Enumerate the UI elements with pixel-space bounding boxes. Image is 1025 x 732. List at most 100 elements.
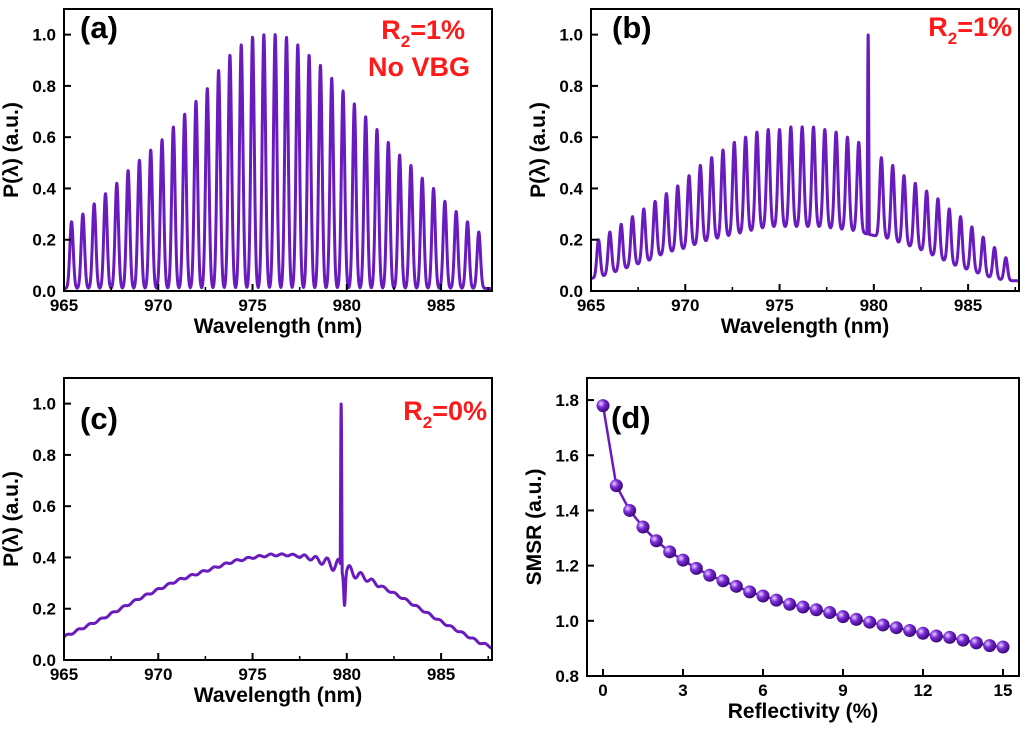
x-tick-label: 975 xyxy=(238,296,266,315)
y-tick-label: 0.0 xyxy=(32,651,56,670)
data-point xyxy=(956,633,970,647)
x-axis-title: Wavelength (nm) xyxy=(194,684,362,707)
data-point xyxy=(996,640,1010,654)
y-tick-label: 0.8 xyxy=(32,446,56,465)
data-point xyxy=(649,534,663,548)
y-tick-label: 1.0 xyxy=(32,26,56,45)
y-tick-label: 0.4 xyxy=(559,179,583,198)
data-point xyxy=(836,610,850,624)
plot-frame-c xyxy=(63,377,493,661)
x-tick-label: 9 xyxy=(838,681,847,700)
data-point xyxy=(876,618,890,632)
x-tick-label: 15 xyxy=(994,681,1013,700)
data-point xyxy=(703,568,717,582)
y-tick-label: 0.8 xyxy=(559,77,583,96)
y-tick-label: 1.0 xyxy=(555,612,579,631)
panel-b: 965 970 975 980 985 0.0 0.2 0.4 0.6 0.8 1.0 Wavelen… xyxy=(527,8,1020,338)
plot-area-b xyxy=(591,33,1019,283)
y-axis-title: P(λ) (a.u.) xyxy=(0,102,23,198)
x-tick-label: 985 xyxy=(427,665,455,684)
panel-label-a: (a) xyxy=(80,10,118,45)
data-point xyxy=(929,629,943,643)
x-axis-title: Wavelength (nm) xyxy=(721,315,889,338)
plot-frame-a xyxy=(63,8,493,292)
y-tick-label: 0.6 xyxy=(32,497,56,516)
y-tick-label: 1.8 xyxy=(555,391,579,410)
x-tick-label: 985 xyxy=(427,296,455,315)
x-tick-label: 12 xyxy=(914,681,933,700)
annotation-a: R2=1% xyxy=(381,15,465,51)
plot-area-a xyxy=(64,33,492,290)
plot-frame-d xyxy=(586,377,1020,677)
y-tick-label: 0.2 xyxy=(32,231,56,250)
data-point xyxy=(889,621,903,635)
data-point xyxy=(863,615,877,629)
x-tick-label: 0 xyxy=(598,681,607,700)
x-tick-label: 985 xyxy=(954,296,982,315)
data-point xyxy=(823,606,837,620)
data-point xyxy=(756,589,770,603)
x-tick-label: 970 xyxy=(144,665,172,684)
y-tick-label: 0.8 xyxy=(555,667,579,686)
y-tick-label: 1.6 xyxy=(555,446,579,465)
x-tick-label: 970 xyxy=(144,296,172,315)
plot-frame-b xyxy=(590,8,1020,292)
annotation-c: R2=0% xyxy=(403,396,487,432)
y-tick-label: 0.8 xyxy=(32,77,56,96)
data-point xyxy=(729,579,743,593)
y-tick-label: 0.2 xyxy=(32,600,56,619)
x-tick-label: 6 xyxy=(758,681,767,700)
x-tick-label: 980 xyxy=(860,296,888,315)
x-tick-label: 970 xyxy=(671,296,699,315)
data-point xyxy=(716,574,730,588)
data-point xyxy=(663,545,677,559)
y-tick-label: 0.2 xyxy=(559,231,583,250)
x-axis-title: Wavelength (nm) xyxy=(194,315,362,338)
y-tick-label: 0.4 xyxy=(32,548,56,567)
data-point xyxy=(609,479,623,493)
data-point xyxy=(636,520,650,534)
y-tick-label: 1.4 xyxy=(555,501,579,520)
series-line-c xyxy=(64,402,492,650)
data-point xyxy=(596,399,610,413)
data-point xyxy=(676,553,690,567)
series-line-b xyxy=(591,33,1019,283)
panel-d: 0 3 6 9 12 15 0.8 1.0 1.2 1.4 1.6 1.8 Reflectivity (… xyxy=(523,377,1020,723)
data-point xyxy=(743,585,757,599)
panel-label-d: (d) xyxy=(611,400,651,435)
data-point xyxy=(809,603,823,617)
data-point xyxy=(769,593,783,607)
x-tick-label: 980 xyxy=(333,296,361,315)
x-tick-label: 965 xyxy=(50,296,78,315)
annotation-b: R2=1% xyxy=(928,12,1012,48)
panel-label-c: (c) xyxy=(80,401,118,436)
x-tick-label: 980 xyxy=(333,665,361,684)
data-point xyxy=(969,636,983,650)
x-tick-label: 975 xyxy=(765,296,793,315)
annotation-a: No VBG xyxy=(368,52,470,82)
x-tick-label: 975 xyxy=(238,665,266,684)
panel-label-b: (b) xyxy=(612,10,652,45)
data-point xyxy=(943,630,957,644)
x-axis-title: Reflectivity (%) xyxy=(728,700,879,723)
plot-area-d xyxy=(596,399,1010,654)
y-axis-title: SMSR (a.u.) xyxy=(523,469,546,586)
y-tick-label: 0.6 xyxy=(32,128,56,147)
y-tick-label: 1.0 xyxy=(32,395,56,414)
panel-a: 965 970 975 980 985 0.0 0.2 0.4 0.6 0.8 1.0 Wavelen… xyxy=(0,8,493,338)
x-tick-label: 965 xyxy=(577,296,605,315)
plot-area-c xyxy=(64,402,492,650)
y-axis-title: P(λ) (a.u.) xyxy=(527,102,550,198)
data-point xyxy=(623,503,637,517)
y-tick-label: 0.0 xyxy=(32,282,56,301)
y-tick-label: 1.2 xyxy=(555,557,579,576)
series-line-a xyxy=(64,33,492,290)
data-point xyxy=(983,639,997,653)
x-tick-label: 965 xyxy=(50,665,78,684)
y-tick-label: 0.6 xyxy=(559,128,583,147)
y-axis-title: P(λ) (a.u.) xyxy=(0,471,23,567)
y-tick-label: 0.0 xyxy=(559,282,583,301)
x-tick-label: 3 xyxy=(678,681,687,700)
data-point xyxy=(689,561,703,575)
